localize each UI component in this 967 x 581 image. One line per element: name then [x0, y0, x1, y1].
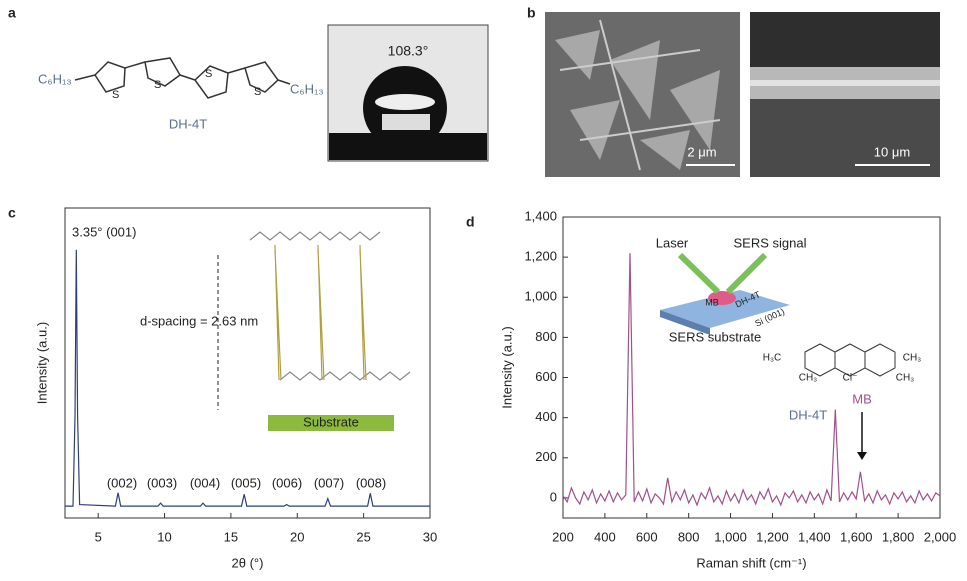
x-tick-label: 20 — [290, 529, 304, 544]
y-tick-label: 800 — [535, 329, 557, 344]
structure-label: CH₃ — [903, 353, 922, 364]
peak-label: MB — [852, 391, 872, 406]
y-tick-label: 0 — [550, 489, 557, 504]
end-group: C₆H₁₃ — [38, 71, 72, 86]
x-tick-label: 1,000 — [714, 529, 747, 544]
substrate-layer — [268, 415, 394, 431]
peak-label: (003) — [147, 475, 177, 490]
panel-label: d — [466, 214, 475, 230]
peak-label: (006) — [272, 475, 302, 490]
y-axis-label: Intensity (a.u.) — [34, 322, 49, 404]
scale-bar-label: 10 μm — [874, 144, 910, 159]
scale-bar-label: 2 μm — [687, 144, 716, 159]
structure-label: Cl⁻ — [843, 373, 858, 384]
x-tick-label: 600 — [636, 529, 658, 544]
structure-label: CH₃ — [896, 373, 915, 384]
molecule — [74, 57, 291, 99]
contact-angle: 108.3° — [388, 43, 429, 59]
inset-label: Laser — [656, 235, 689, 250]
inset-label: SERS substrate — [669, 329, 762, 344]
x-tick-label: 200 — [552, 529, 574, 544]
y-tick-label: 400 — [535, 409, 557, 424]
molecule-name: DH-4T — [169, 116, 207, 131]
x-tick-label: 5 — [95, 529, 102, 544]
contact-angle-image — [327, 24, 489, 162]
inset-label: SERS signal — [734, 235, 807, 250]
atom: S — [112, 89, 119, 101]
x-axis-label: Raman shift (cm⁻¹) — [696, 555, 806, 570]
y-axis-label: Intensity (a.u.) — [499, 326, 514, 408]
peak-label: (005) — [231, 475, 261, 490]
spacing-label: d-spacing = 2.63 nm — [140, 313, 258, 328]
sem-image — [545, 12, 940, 177]
x-tick-label: 10 — [157, 529, 171, 544]
x-tick-label: 1,800 — [882, 529, 915, 544]
panel-label: a — [8, 5, 16, 21]
x-tick-label: 2,000 — [924, 529, 957, 544]
x-tick-label: 30 — [423, 529, 437, 544]
peak-label: (007) — [314, 475, 344, 490]
sers-inset — [660, 252, 790, 335]
mb-molecule — [804, 343, 896, 377]
structure-label: H₃C — [763, 353, 782, 364]
layer-label: MB — [705, 297, 719, 307]
y-tick-label: 600 — [535, 369, 557, 384]
atom: S — [254, 86, 261, 98]
peak-label: (002) — [107, 475, 137, 490]
peak-label: 3.35° (001) — [72, 224, 136, 239]
panel-label: c — [8, 205, 16, 221]
x-tick-label: 15 — [224, 529, 238, 544]
data-line — [65, 249, 430, 507]
peak-label: DH-4T — [789, 407, 827, 422]
y-tick-label: 1,400 — [524, 208, 557, 223]
x-tick-label: 800 — [678, 529, 700, 544]
peak-label: (008) — [356, 475, 386, 490]
plot-frame — [64, 207, 431, 519]
x-tick-label: 25 — [356, 529, 370, 544]
x-tick-label: 1,600 — [840, 529, 873, 544]
peak-label: (004) — [190, 475, 220, 490]
y-tick-label: 1,200 — [524, 249, 557, 264]
substrate-label: Substrate — [303, 414, 359, 429]
x-tick-label: 1,200 — [756, 529, 789, 544]
end-group: C₆H₁₃ — [290, 81, 324, 96]
atom: S — [205, 68, 212, 80]
panel-label: b — [527, 5, 536, 21]
plot-frame — [562, 216, 941, 519]
peak-arrow-head — [857, 452, 867, 460]
x-tick-label: 400 — [594, 529, 616, 544]
y-tick-label: 200 — [535, 449, 557, 464]
y-tick-label: 1,000 — [524, 289, 557, 304]
data-line — [562, 253, 941, 507]
molecular-packing — [249, 231, 411, 381]
x-tick-label: 1,400 — [798, 529, 831, 544]
structure-label: CH₃ — [799, 373, 818, 384]
x-axis-label: 2θ (°) — [232, 555, 264, 570]
atom: S — [154, 79, 161, 91]
